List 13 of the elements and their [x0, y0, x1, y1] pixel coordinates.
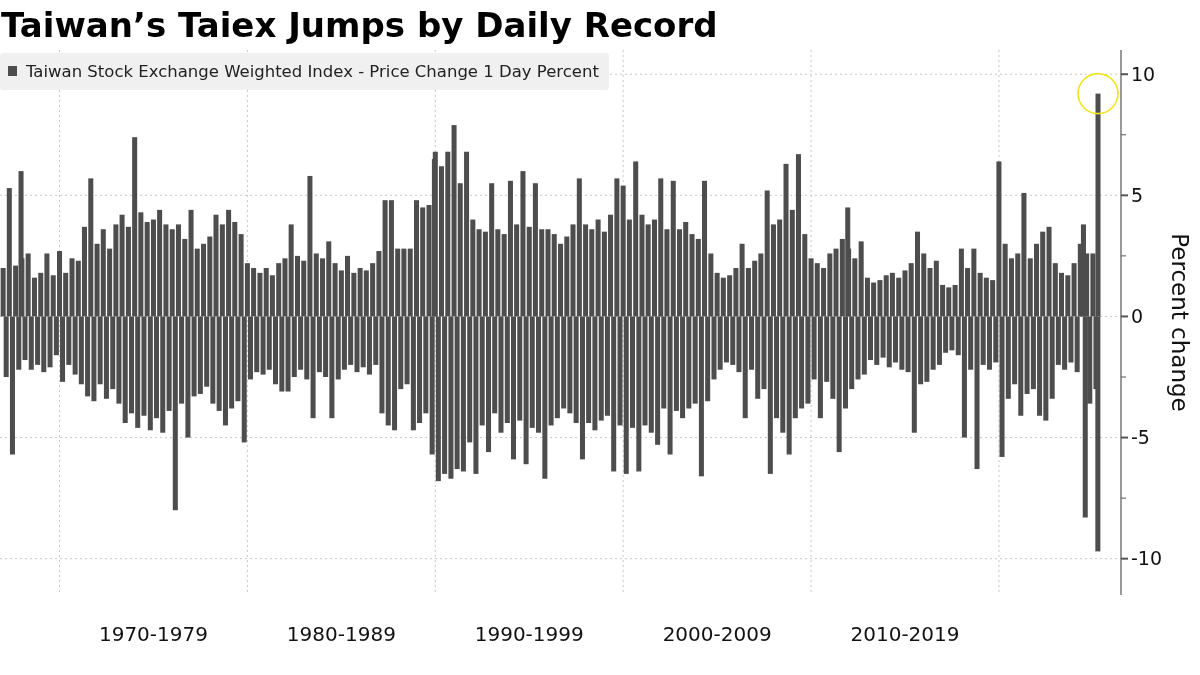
x-tick-label: 2010-2019 [850, 622, 960, 646]
x-tick-label: 2000-2009 [662, 622, 772, 646]
y-tick-label: 5 [1131, 183, 1144, 206]
y-tick-label: 0 [1131, 305, 1144, 328]
x-tick-label: 1970-1979 [98, 622, 208, 646]
y-tick-label: -10 [1131, 547, 1163, 570]
y-tick-label: 10 [1131, 62, 1156, 85]
x-tick-label: 1980-1989 [286, 622, 396, 646]
legend-label: Taiwan Stock Exchange Weighted Index - Price Change 1 Day Percent [25, 62, 600, 81]
x-tick-label: 1990-1999 [474, 622, 584, 646]
y-tick-label: -5 [1131, 426, 1150, 449]
y-axis-title: Percent change [1167, 233, 1193, 412]
chart-title: Taiwan’s Taiex Jumps by Daily Record [1, 5, 718, 45]
